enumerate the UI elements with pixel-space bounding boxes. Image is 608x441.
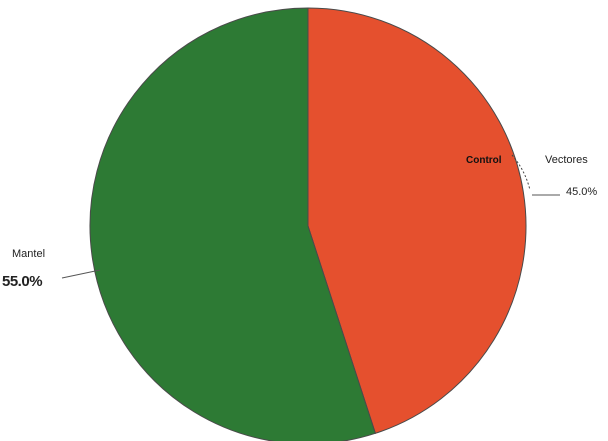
- slice-overlap-label: Control: [466, 155, 502, 166]
- pie-slice-vectores: [307, 7, 527, 434]
- mantel-leader-line: [61, 269, 101, 279]
- pie-slice-mantel: [89, 7, 377, 441]
- slice-value-vectores: 45.0%: [566, 186, 597, 198]
- slice-label-vectores: Vectores: [545, 154, 588, 166]
- vectores-leader-arc: [511, 154, 531, 191]
- slice-value-mantel: 55.0%: [2, 273, 42, 290]
- pie-slices: [89, 7, 527, 441]
- slice-label-mantel: Mantel: [12, 248, 45, 260]
